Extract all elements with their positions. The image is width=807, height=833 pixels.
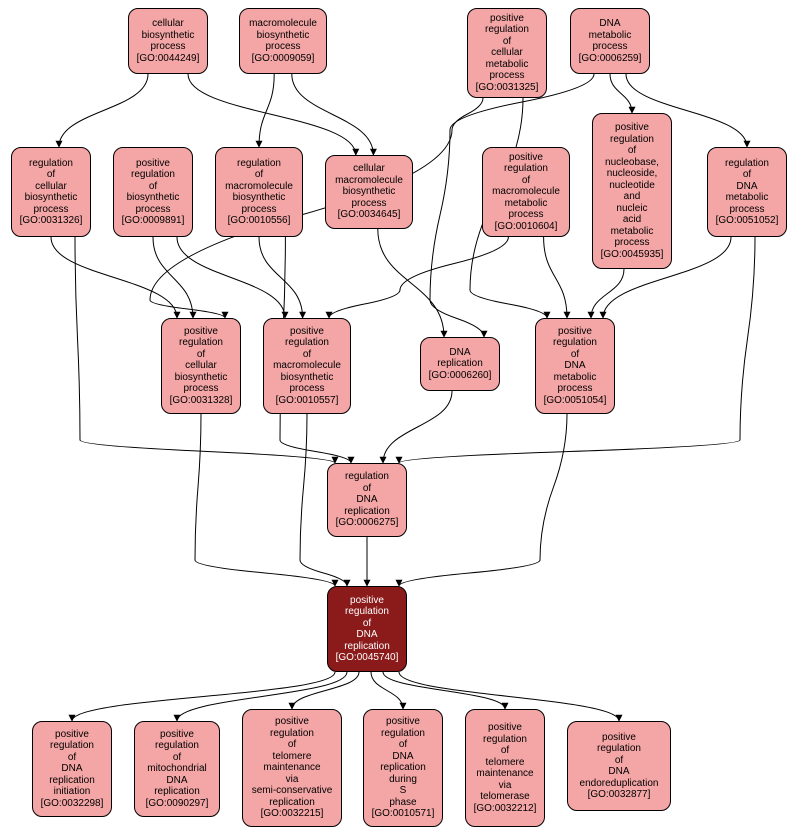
- edge: [544, 237, 567, 318]
- edge: [329, 237, 508, 318]
- node-n_0006260[interactable]: DNA replication [GO:0006260]: [420, 337, 500, 391]
- node-label: positive regulation of DNA replication […: [336, 595, 399, 664]
- edge: [259, 74, 274, 147]
- node-n_0034645[interactable]: cellular macromolecule biosynthetic proc…: [325, 155, 413, 229]
- edge: [195, 414, 335, 586]
- edge: [610, 74, 632, 113]
- node-label: positive regulation of macromolecule met…: [492, 152, 560, 233]
- node-label: positive regulation of DNA endoreduplica…: [580, 732, 659, 801]
- edge: [292, 74, 374, 155]
- node-label: DNA replication [GO:0006260]: [429, 347, 492, 382]
- node-label: positive regulation of cellular metaboli…: [476, 13, 539, 94]
- node-n_0045740[interactable]: positive regulation of DNA replication […: [327, 586, 407, 672]
- edge: [51, 237, 177, 318]
- edge: [371, 672, 403, 709]
- node-label: regulation of DNA replication [GO:000627…: [336, 471, 399, 529]
- node-n_0010556[interactable]: regulation of macromolecule biosynthetic…: [215, 147, 303, 237]
- node-label: DNA metabolic process [GO:0006259]: [579, 18, 642, 64]
- node-n_0051052[interactable]: regulation of DNA metabolic process [GO:…: [707, 147, 787, 237]
- edge: [153, 237, 193, 318]
- edge: [399, 414, 567, 586]
- edge: [177, 237, 285, 318]
- node-n_0009059[interactable]: macromolecule biosynthetic process [GO:0…: [239, 8, 327, 74]
- edge: [150, 98, 483, 318]
- node-n_0032298[interactable]: positive regulation of DNA replication i…: [32, 721, 112, 817]
- node-label: cellular macromolecule biosynthetic proc…: [335, 163, 403, 221]
- edge: [188, 74, 356, 155]
- edge: [378, 229, 444, 337]
- node-label: regulation of macromolecule biosynthetic…: [225, 158, 293, 227]
- node-n_0044249[interactable]: cellular biosynthetic process [GO:004424…: [128, 8, 208, 74]
- node-n_0032212[interactable]: positive regulation of telomere maintena…: [465, 709, 545, 827]
- edge: [59, 74, 148, 147]
- node-label: positive regulation of DNA replication d…: [372, 716, 435, 820]
- node-label: cellular biosynthetic process [GO:004424…: [137, 18, 200, 64]
- node-label: positive regulation of nucleobase, nucle…: [601, 122, 664, 260]
- edge: [259, 237, 303, 318]
- node-n_0010604[interactable]: positive regulation of macromolecule met…: [482, 147, 570, 237]
- node-label: positive regulation of biosynthetic proc…: [122, 158, 185, 227]
- node-n_0006259[interactable]: DNA metabolic process [GO:0006259]: [570, 8, 650, 74]
- node-label: regulation of DNA metabolic process [GO:…: [716, 158, 779, 227]
- node-label: macromolecule biosynthetic process [GO:0…: [249, 18, 317, 64]
- node-n_0032215[interactable]: positive regulation of telomere maintena…: [242, 709, 342, 827]
- node-label: positive regulation of telomere maintena…: [252, 716, 333, 820]
- node-n_0045935[interactable]: positive regulation of nucleobase, nucle…: [592, 113, 672, 269]
- node-n_0090297[interactable]: positive regulation of mitochondrial DNA…: [134, 721, 220, 817]
- node-label: positive regulation of macromolecule bio…: [273, 326, 341, 407]
- node-n_0051054[interactable]: positive regulation of DNA metabolic pro…: [535, 318, 615, 414]
- edge: [383, 672, 505, 709]
- node-n_0031325[interactable]: positive regulation of cellular metaboli…: [467, 8, 547, 98]
- node-n_0009891[interactable]: positive regulation of biosynthetic proc…: [113, 147, 193, 237]
- node-n_0010571[interactable]: positive regulation of DNA replication d…: [363, 709, 443, 827]
- edge: [383, 391, 452, 463]
- node-label: positive regulation of DNA metabolic pro…: [544, 326, 607, 407]
- node-n_0031328[interactable]: positive regulation of cellular biosynth…: [161, 318, 241, 414]
- node-n_0031326[interactable]: regulation of cellular biosynthetic proc…: [11, 147, 91, 237]
- node-n_0006275[interactable]: regulation of DNA replication [GO:000627…: [327, 463, 407, 537]
- node-n_0032877[interactable]: positive regulation of DNA endoreduplica…: [567, 721, 671, 811]
- edge: [292, 672, 359, 709]
- node-label: positive regulation of DNA replication i…: [41, 729, 104, 810]
- edge: [591, 269, 624, 318]
- node-label: positive regulation of mitochondrial DNA…: [146, 729, 209, 810]
- node-label: positive regulation of cellular biosynth…: [170, 326, 233, 407]
- node-label: positive regulation of telomere maintena…: [474, 722, 537, 814]
- node-label: regulation of cellular biosynthetic proc…: [20, 158, 83, 227]
- node-n_0010557[interactable]: positive regulation of macromolecule bio…: [263, 318, 351, 414]
